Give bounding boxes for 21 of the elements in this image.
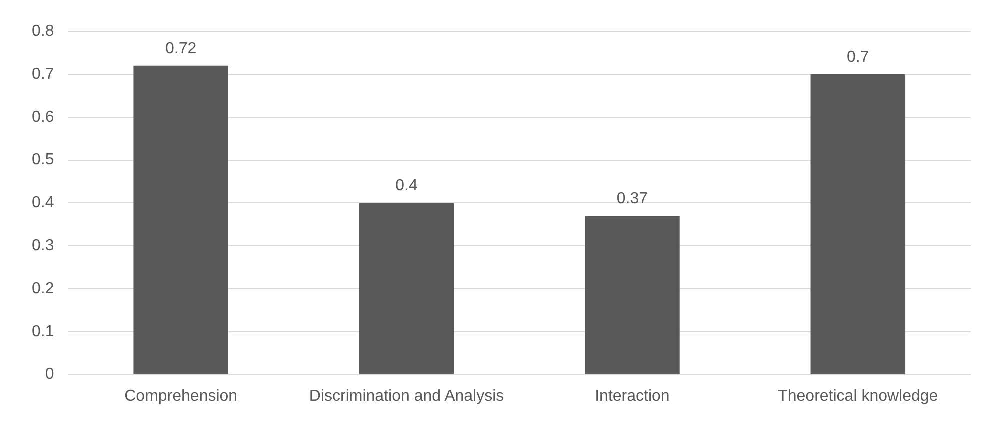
y-tick-label: 0.3	[32, 238, 54, 255]
y-tick-label: 0.2	[32, 280, 54, 298]
y-tick-label: 0.4	[32, 194, 54, 212]
bar	[810, 74, 906, 374]
data-label: 0.7	[847, 48, 870, 66]
y-tick-label: 0.1	[32, 323, 54, 340]
x-tick-label: Discrimination and Analysis	[309, 388, 504, 405]
bar	[585, 216, 680, 374]
x-tick-label: Theoretical knowledge	[778, 388, 938, 405]
y-tick-label: 0	[45, 366, 54, 384]
bar	[359, 203, 454, 374]
x-tick-label: Comprehension	[124, 388, 238, 405]
y-tick-label: 0.7	[32, 66, 54, 83]
y-tick-label: 0.8	[32, 23, 54, 40]
data-label: 0.37	[616, 190, 648, 208]
x-tick-label: Interaction	[595, 388, 670, 405]
data-label: 0.72	[166, 40, 197, 58]
data-label: 0.4	[396, 178, 418, 195]
bar	[134, 66, 228, 374]
y-tick-label: 0.5	[32, 152, 54, 169]
y-tick-label: 0.6	[32, 108, 54, 126]
